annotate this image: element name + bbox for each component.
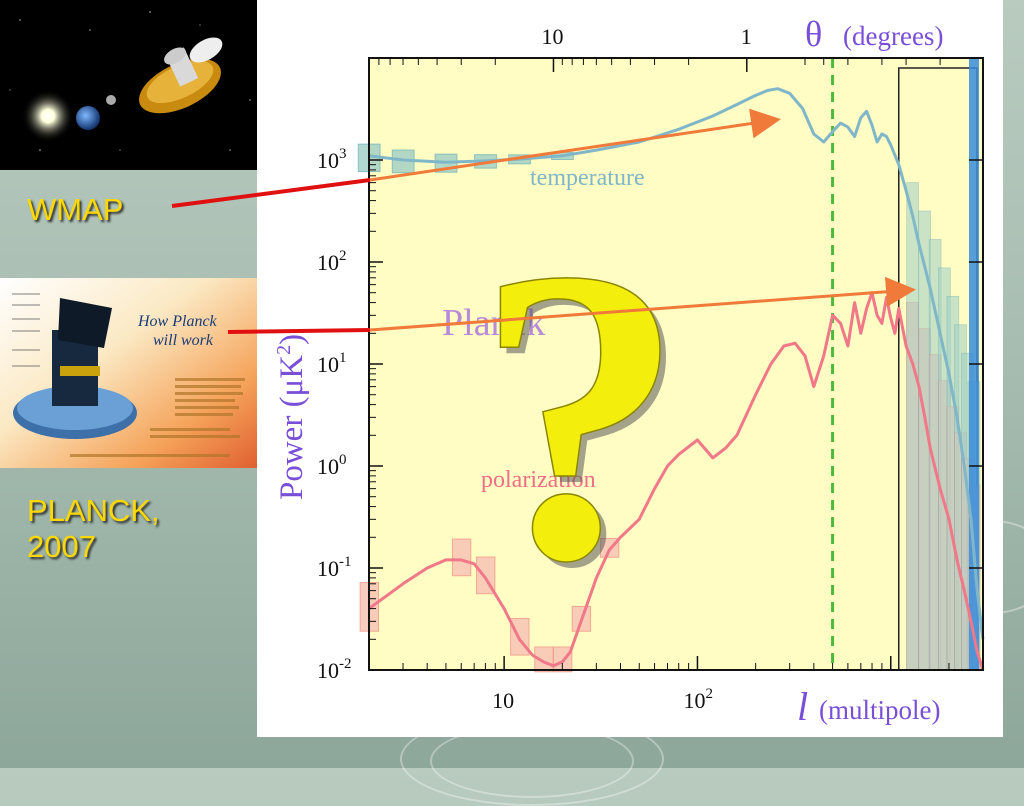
x-axis-l-symbol: l — [797, 684, 808, 729]
polarization-error-box — [451, 538, 472, 577]
x-tick-base: 10 — [683, 688, 705, 713]
top-tick-label: 1 — [741, 24, 752, 49]
y-axis-label-main: Power (μK — [274, 355, 310, 500]
y-tick-exp: -1 — [339, 554, 352, 570]
x-axis-label: (multipole) — [819, 695, 940, 725]
polarization-label: polarization — [481, 467, 596, 493]
y-axis-label-close: ) — [274, 334, 310, 345]
wmap-satellite-drawing — [0, 0, 265, 170]
sun-icon — [22, 90, 74, 142]
y-tick-base: 10 — [317, 148, 339, 173]
question-mark: ? — [475, 182, 685, 647]
y-tick-exp: 1 — [339, 350, 347, 366]
top-tick-label: 10 — [541, 24, 563, 49]
y-tick-exp: -2 — [339, 656, 352, 672]
polarization-series-line — [368, 291, 985, 671]
planck-diagram-image: How Planck will work — [0, 278, 257, 468]
earth-icon — [76, 106, 100, 130]
planck-diagram-drawing: How Planck will work — [0, 278, 257, 468]
y-tick-label: 102 — [317, 248, 347, 275]
top-axis-theta-symbol: θ — [805, 14, 822, 54]
y-tick-base: 10 — [317, 658, 339, 683]
y-tick-label: 10-1 — [317, 554, 352, 581]
y-tick-label: 10-2 — [317, 656, 352, 683]
temperature-highl-box — [906, 182, 919, 671]
y-tick-exp: 0 — [339, 452, 347, 468]
y-tick-label: 103 — [317, 146, 347, 173]
wmap-satellite-image — [0, 0, 265, 170]
top-axis-label: (degrees) — [843, 21, 943, 51]
wmap-caption: WMAP — [27, 192, 124, 227]
x-tick-label: 102 — [683, 686, 713, 713]
question-mark-shadow: ? — [481, 188, 691, 653]
y-tick-label: 100 — [317, 452, 347, 479]
planck-caption: PLANCK, — [27, 493, 160, 528]
y-tick-exp: 2 — [339, 248, 347, 264]
y-axis-label-sup: 2 — [273, 345, 295, 355]
x-tick-exp: 2 — [705, 686, 713, 702]
satellite-icon — [139, 37, 223, 114]
x-tick-label: 10 — [492, 688, 514, 713]
y-tick-base: 10 — [317, 454, 339, 479]
planck-inset-title-1: How Planck — [137, 313, 218, 330]
y-tick-base: 10 — [317, 556, 339, 581]
planck-year-caption: 2007 — [27, 529, 96, 564]
y-axis-label: Power (μK2) — [273, 334, 310, 500]
y-tick-base: 10 — [317, 352, 339, 377]
moon-icon — [106, 95, 116, 105]
planck-inset-title-2: will work — [153, 332, 214, 349]
y-tick-exp: 3 — [339, 146, 347, 162]
y-tick-base: 10 — [317, 250, 339, 275]
y-tick-label: 101 — [317, 350, 347, 377]
power-spectrum-chart: 103 102 101 100 10-1 10-2 10 102 10 1 θ (degrees)… — [257, 0, 1003, 737]
